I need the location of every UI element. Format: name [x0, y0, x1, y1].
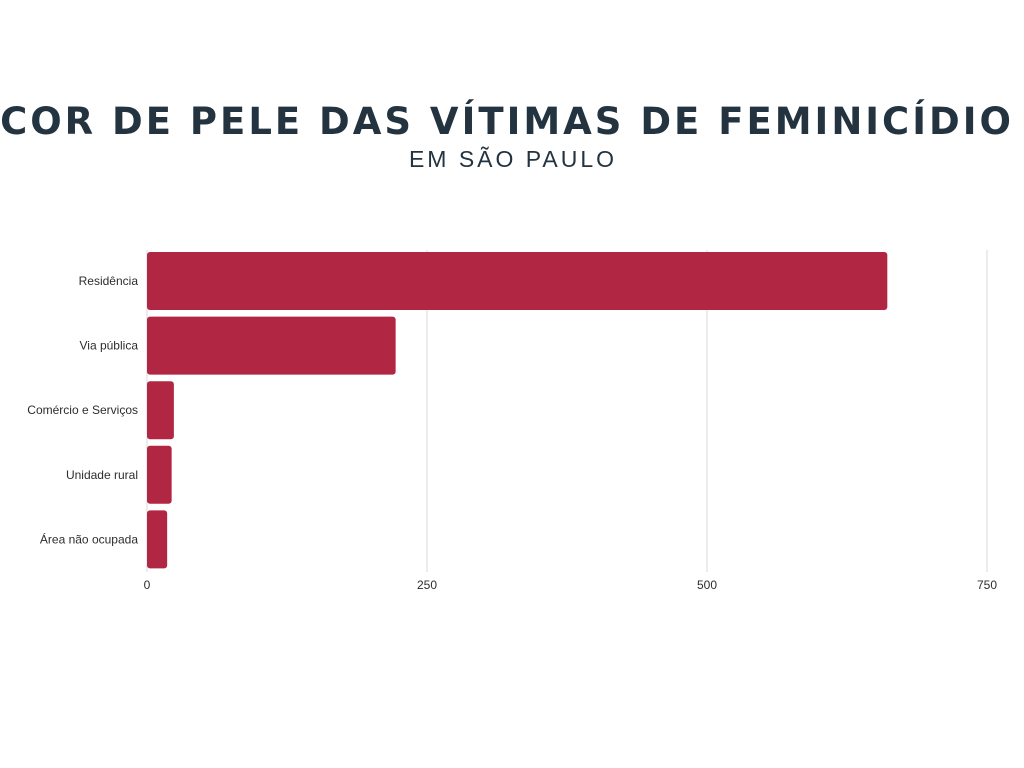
category-label: Via pública	[80, 339, 139, 353]
bar	[147, 316, 396, 375]
x-tick-label: 250	[417, 578, 437, 592]
bar	[147, 252, 888, 310]
category-label: Comércio e Serviços	[27, 403, 138, 417]
category-label: Área não ocupada	[40, 531, 138, 546]
category-labels: Residência Via pública Comércio e Serviços…	[27, 274, 138, 546]
category-label: Unidade rural	[66, 468, 138, 482]
chart-subtitle: EM SÃO PAULO	[408, 146, 618, 172]
x-tick-label: 750	[977, 578, 997, 592]
bar	[147, 381, 174, 440]
chart-title: COR DE PELE DAS VÍTIMAS DE FEMINICÍDIO	[0, 100, 1014, 143]
x-axis-ticks: 0 250 500 750	[144, 578, 998, 592]
x-tick-label: 0	[144, 578, 151, 592]
bars	[147, 252, 888, 569]
bar	[147, 445, 172, 504]
bar	[147, 510, 168, 569]
category-label: Residência	[79, 274, 139, 288]
x-tick-label: 500	[697, 578, 717, 592]
